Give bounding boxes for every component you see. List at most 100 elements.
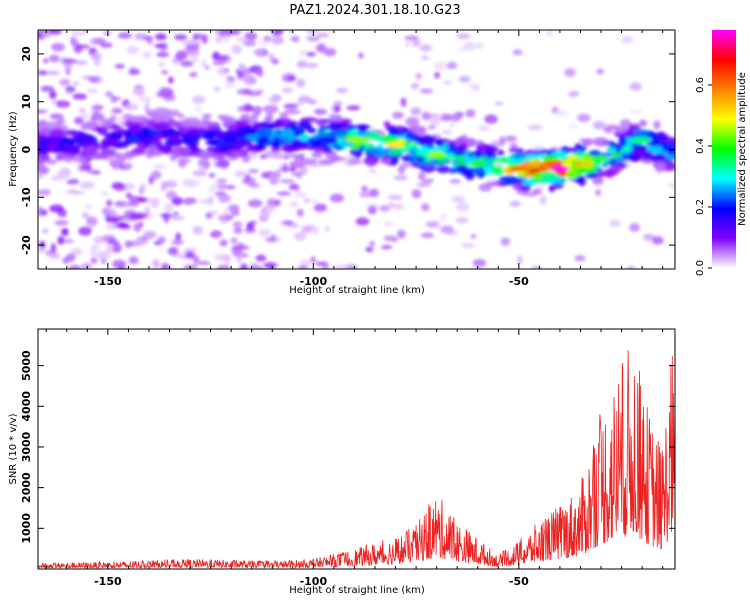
heatmap-cell <box>124 129 133 139</box>
heatmap-cell <box>281 87 293 94</box>
heatmap-cell <box>440 113 453 122</box>
heatmap-cell <box>449 120 456 129</box>
heatmap-cell <box>569 123 578 129</box>
snr-y-tick-label: 2000 <box>20 472 33 503</box>
heatmap-cell <box>100 191 110 196</box>
heatmap-cell <box>311 199 318 204</box>
heatmap-cell <box>609 219 622 228</box>
heatmap-cell <box>72 81 79 86</box>
heatmap-cell <box>190 57 199 62</box>
heatmap-cell <box>64 147 80 155</box>
heatmap-cell <box>57 209 67 218</box>
heatmap-cell <box>192 121 208 128</box>
heatmap-cell <box>152 259 161 269</box>
heatmap-cell <box>78 226 92 236</box>
heatmap-cell <box>184 200 192 206</box>
heatmap-cell <box>38 70 48 76</box>
heatmap-cell <box>584 172 598 179</box>
heatmap-cell <box>465 109 476 118</box>
heatmap-cell <box>261 171 270 179</box>
heatmap-cell <box>365 246 374 253</box>
snr-frame <box>37 328 676 570</box>
heatmap-cell <box>156 52 170 58</box>
heatmap-cell <box>624 129 635 136</box>
heatmap-cell <box>128 115 145 123</box>
spectrogram-y-tick-label: 20 <box>20 46 33 62</box>
heatmap-cell <box>440 213 447 222</box>
heatmap-cell <box>323 48 337 57</box>
heatmap-cell <box>411 189 422 199</box>
heatmap-cell <box>410 163 420 168</box>
heatmap-cell <box>138 221 144 228</box>
heatmap-cell <box>213 86 221 92</box>
heatmap-cell <box>240 263 248 268</box>
heatmap-cell <box>416 156 426 161</box>
heatmap-cell <box>464 137 477 148</box>
heatmap-cell <box>122 162 132 168</box>
heatmap-cell <box>328 122 343 132</box>
heatmap-cell <box>138 186 145 195</box>
heatmap-cell <box>126 192 132 199</box>
heatmap-cell <box>383 221 394 227</box>
heatmap-cell <box>665 154 675 160</box>
snr-x-ticks: -150 -100 -50 <box>45 329 664 588</box>
heatmap-cell <box>208 185 216 193</box>
heatmap-cell <box>180 60 194 67</box>
heatmap-cell <box>166 190 178 200</box>
heatmap-cell <box>283 153 290 160</box>
figure-title: PAZ1.2024.301.18.10.G23 <box>289 3 460 18</box>
spectrogram-y-ticks: -20 -10 0 10 20 <box>20 46 675 255</box>
heatmap-cell <box>184 251 195 259</box>
heatmap-cell <box>313 146 323 153</box>
heatmap-cell <box>601 162 609 168</box>
heatmap-cell <box>436 156 448 163</box>
heatmap-cell <box>546 30 553 38</box>
heatmap-cell <box>265 112 274 123</box>
heatmap-cell <box>531 159 541 167</box>
heatmap-cell <box>65 67 71 76</box>
heatmap-cell <box>200 59 207 67</box>
heatmap-cell <box>323 145 333 153</box>
heatmap-cell <box>71 30 84 38</box>
heatmap-cell <box>511 152 526 159</box>
heatmap-cell <box>191 95 206 105</box>
heatmap-cell <box>208 173 216 178</box>
heatmap-cell <box>446 61 458 70</box>
heatmap-cell <box>106 199 113 207</box>
snr-y-tick-label: 3000 <box>20 431 33 462</box>
heatmap-cell <box>480 155 488 162</box>
heatmap-cell <box>91 104 104 111</box>
heatmap-cell <box>233 227 243 234</box>
heatmap-cell <box>472 258 487 268</box>
heatmap-cell <box>193 33 208 40</box>
heatmap-cell <box>74 60 88 66</box>
heatmap-cell <box>247 199 263 208</box>
heatmap-peak <box>633 136 652 143</box>
heatmap-cell <box>522 192 538 197</box>
heatmap-cell <box>517 255 523 265</box>
heatmap-cell <box>49 253 61 260</box>
heatmap-cell <box>442 80 453 85</box>
heatmap-cell <box>135 235 150 245</box>
heatmap-cell <box>592 137 610 147</box>
heatmap-cell <box>427 125 436 130</box>
heatmap-cell <box>512 49 523 56</box>
heatmap-cell <box>57 235 65 245</box>
heatmap-cell <box>184 44 200 53</box>
heatmap-cell <box>161 69 169 75</box>
heatmap-cell <box>667 142 675 151</box>
spectrogram-y-axis-label: Frequency (Hz) <box>8 111 19 187</box>
heatmap-peak <box>550 165 569 172</box>
heatmap-cell <box>57 169 71 179</box>
heatmap-cell <box>155 122 170 131</box>
heatmap-cell <box>138 95 146 102</box>
heatmap-cell <box>65 86 76 93</box>
heatmap-cell <box>568 154 578 161</box>
heatmap-cell <box>592 177 604 186</box>
heatmap-cell <box>41 167 49 172</box>
heatmap-cell <box>392 111 404 119</box>
heatmap-cell <box>358 52 364 59</box>
heatmap-cell <box>629 82 642 91</box>
heatmap-cell <box>423 178 434 184</box>
heatmap-cell <box>301 139 308 149</box>
